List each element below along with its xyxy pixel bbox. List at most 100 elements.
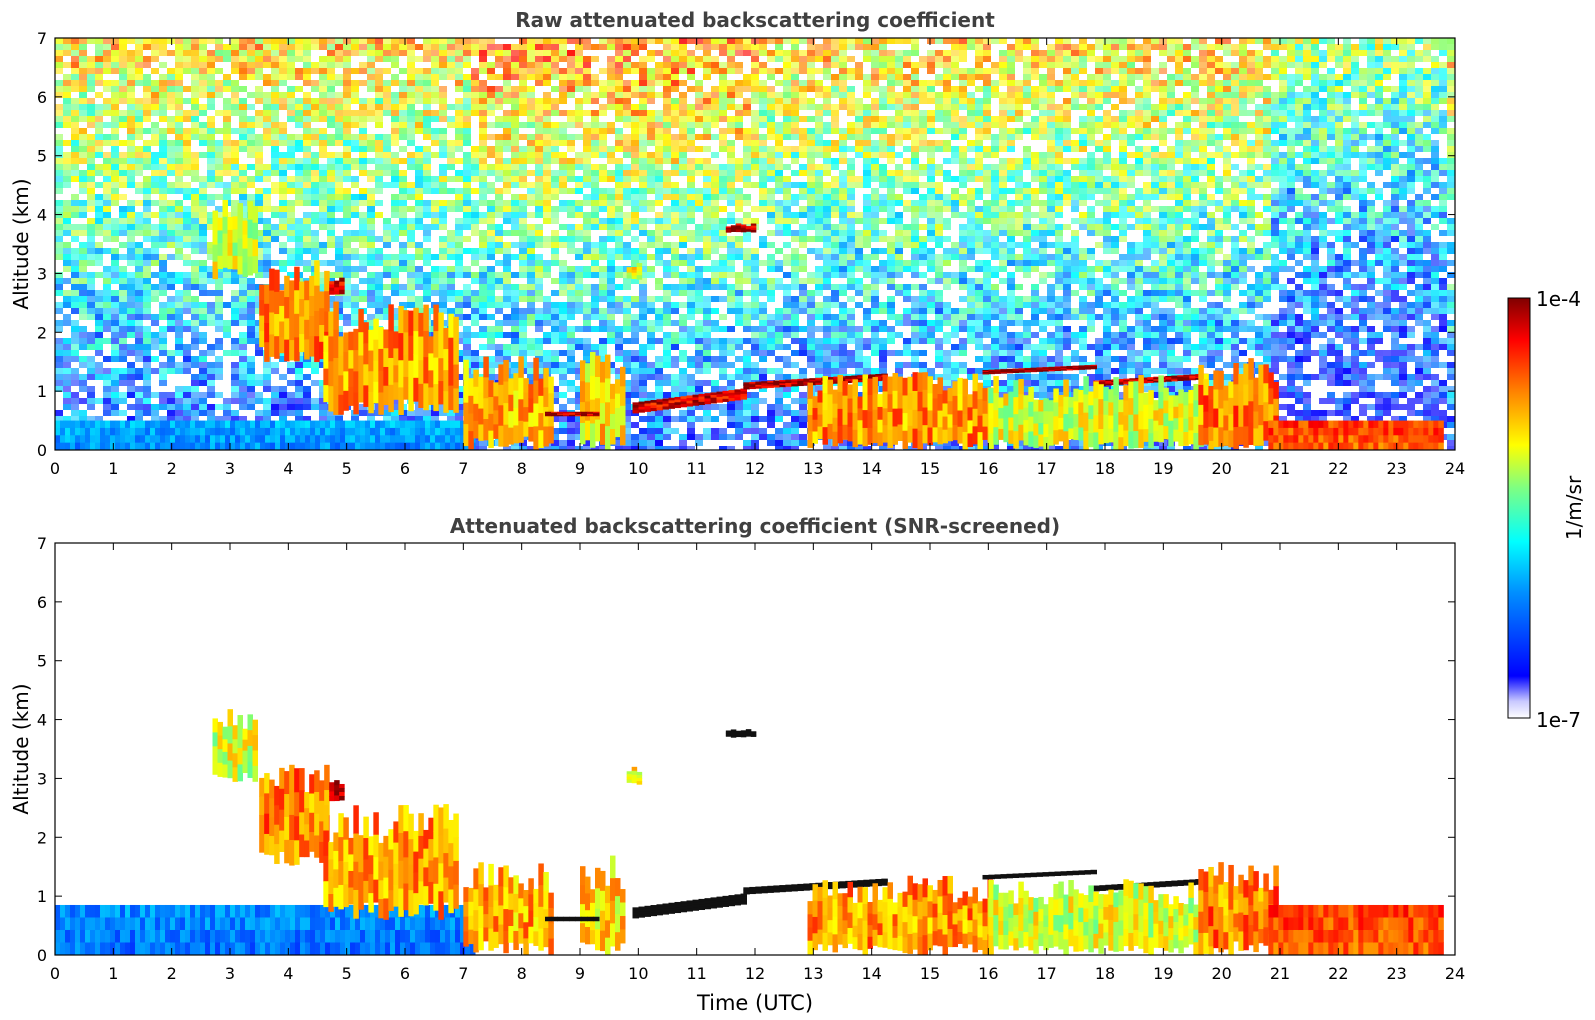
noise-cell xyxy=(519,86,527,92)
noise-cell xyxy=(1311,56,1319,62)
noise-cell xyxy=(215,182,223,188)
noise-cell xyxy=(439,224,447,230)
noise-cell xyxy=(87,164,95,170)
noise-cell xyxy=(1063,44,1071,50)
noise-cell xyxy=(535,230,543,236)
noise-cell xyxy=(863,38,871,44)
noise-cell xyxy=(1199,170,1207,176)
noise-cell xyxy=(1367,188,1375,194)
noise-cell xyxy=(1311,62,1319,68)
noise-cell xyxy=(151,182,159,188)
noise-cell xyxy=(647,134,655,140)
noise-cell xyxy=(583,182,591,188)
noise-cell xyxy=(1279,170,1287,176)
noise-cell xyxy=(631,176,639,182)
noise-cell xyxy=(535,236,543,242)
noise-cell xyxy=(775,188,783,194)
noise-cell xyxy=(815,170,823,176)
noise-cell xyxy=(887,194,895,200)
noise-cell xyxy=(1079,62,1087,68)
noise-cell xyxy=(991,86,999,92)
noise-cell xyxy=(463,206,471,212)
noise-cell xyxy=(783,98,791,104)
noise-cell xyxy=(1367,50,1375,56)
noise-cell xyxy=(1327,182,1335,188)
noise-cell xyxy=(423,104,431,110)
noise-cell xyxy=(767,242,775,248)
noise-cell xyxy=(815,212,823,218)
noise-cell xyxy=(87,146,95,152)
noise-cell xyxy=(1087,50,1095,56)
noise-cell xyxy=(823,50,831,56)
noise-cell xyxy=(1039,104,1047,110)
noise-cell xyxy=(727,80,735,86)
noise-cell xyxy=(167,50,175,56)
noise-cell xyxy=(583,86,591,92)
noise-cell xyxy=(239,176,247,182)
noise-cell xyxy=(183,218,191,224)
noise-cell xyxy=(703,146,711,152)
noise-cell xyxy=(231,86,239,92)
noise-cell xyxy=(407,38,415,44)
noise-cell xyxy=(671,158,679,164)
noise-cell xyxy=(711,134,719,140)
noise-cell xyxy=(615,236,623,242)
noise-cell xyxy=(775,140,783,146)
noise-cell xyxy=(1015,86,1023,92)
noise-cell xyxy=(815,110,823,116)
noise-cell xyxy=(1287,56,1295,62)
noise-cell xyxy=(231,110,239,116)
noise-cell xyxy=(455,38,463,44)
noise-cell xyxy=(247,134,255,140)
noise-cell xyxy=(1287,50,1295,56)
noise-cell xyxy=(847,146,855,152)
noise-cell xyxy=(1239,44,1247,50)
noise-cell xyxy=(1295,44,1303,50)
noise-cell xyxy=(175,122,183,128)
noise-cell xyxy=(607,128,615,134)
noise-cell xyxy=(1015,38,1023,44)
noise-cell xyxy=(871,152,879,158)
noise-cell xyxy=(863,224,871,230)
noise-cell xyxy=(783,188,791,194)
noise-cell xyxy=(111,146,119,152)
noise-cell xyxy=(79,146,87,152)
noise-cell xyxy=(687,56,695,62)
noise-cell xyxy=(1119,236,1127,242)
noise-cell xyxy=(1111,170,1119,176)
noise-cell xyxy=(751,182,759,188)
noise-cell xyxy=(367,242,375,248)
noise-cell xyxy=(223,188,231,194)
noise-cell xyxy=(871,158,879,164)
noise-cell xyxy=(759,134,767,140)
noise-cell xyxy=(631,122,639,128)
noise-cell xyxy=(799,80,807,86)
noise-cell xyxy=(1223,194,1231,200)
noise-cell xyxy=(751,128,759,134)
noise-cell xyxy=(1311,146,1319,152)
noise-cell xyxy=(447,188,455,194)
noise-cell xyxy=(1039,164,1047,170)
noise-cell xyxy=(71,224,79,230)
noise-cell xyxy=(735,62,743,68)
noise-cell xyxy=(1431,224,1439,230)
noise-cell xyxy=(1111,134,1119,140)
noise-cell xyxy=(79,224,87,230)
noise-cell xyxy=(303,146,311,152)
noise-cell xyxy=(1311,44,1319,50)
noise-cell xyxy=(167,122,175,128)
noise-cell xyxy=(919,98,927,104)
noise-cell xyxy=(55,38,63,44)
noise-cell xyxy=(1167,104,1175,110)
noise-cell xyxy=(1207,170,1215,176)
noise-cell xyxy=(535,152,543,158)
noise-cell xyxy=(535,176,543,182)
noise-cell xyxy=(927,140,935,146)
noise-cell xyxy=(943,80,951,86)
noise-cell xyxy=(1263,104,1271,110)
noise-cell xyxy=(503,182,511,188)
noise-cell xyxy=(655,122,663,128)
noise-cell xyxy=(287,182,295,188)
noise-cell xyxy=(335,134,343,140)
noise-cell xyxy=(623,98,631,104)
